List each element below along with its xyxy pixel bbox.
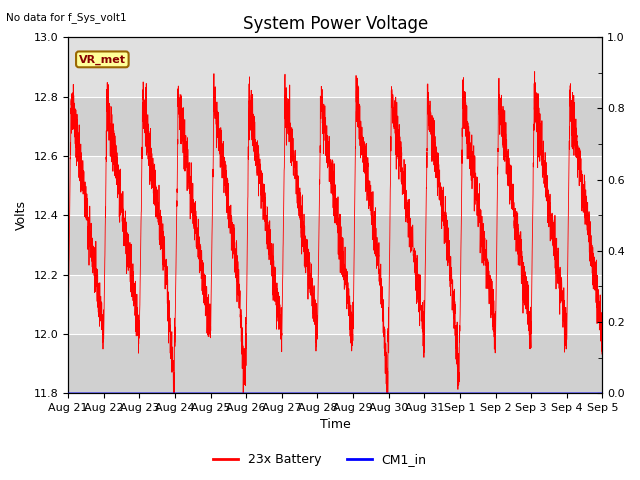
Bar <box>68 334 602 393</box>
Bar <box>68 275 602 334</box>
Title: System Power Voltage: System Power Voltage <box>243 15 428 33</box>
X-axis label: Time: Time <box>320 419 351 432</box>
Text: No data for f_Sys_volt1: No data for f_Sys_volt1 <box>6 12 127 23</box>
Text: VR_met: VR_met <box>79 54 126 64</box>
Bar <box>68 96 602 156</box>
Bar <box>68 37 602 96</box>
Bar <box>68 215 602 275</box>
Bar <box>68 156 602 215</box>
Legend: 23x Battery, CM1_in: 23x Battery, CM1_in <box>208 448 432 471</box>
Y-axis label: Volts: Volts <box>15 200 28 230</box>
